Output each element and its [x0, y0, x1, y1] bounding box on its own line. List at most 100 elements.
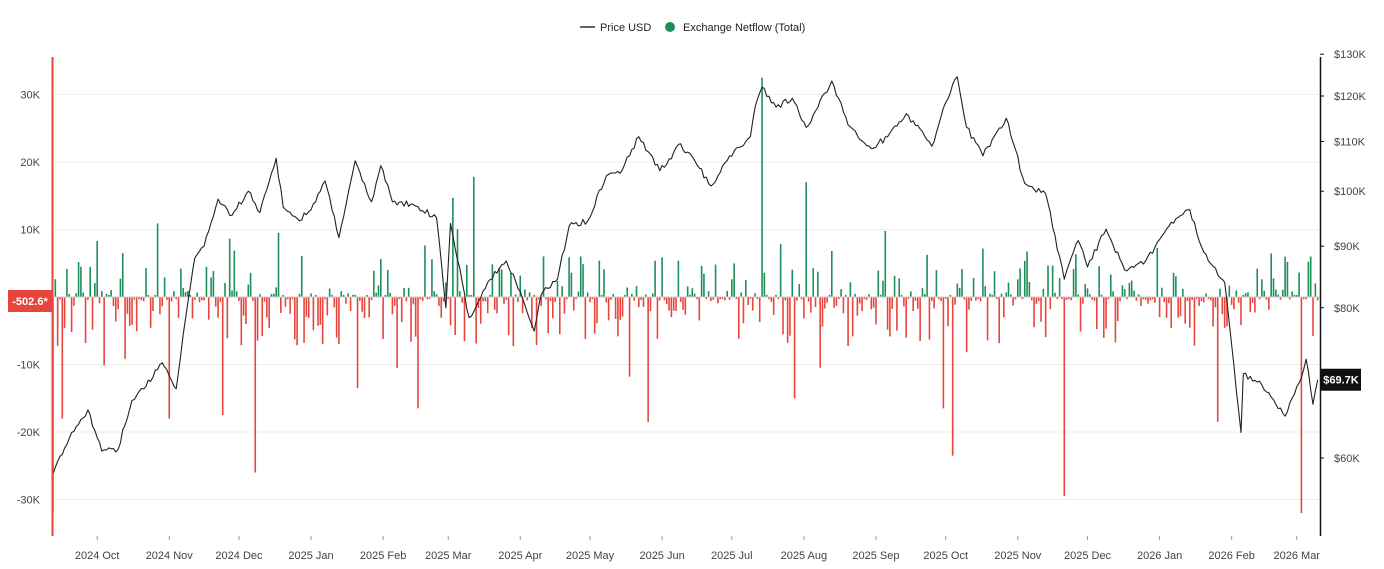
right-tick-label: $80K	[1334, 303, 1360, 315]
outflow-bar	[219, 297, 222, 303]
inflow-bar	[489, 294, 491, 297]
outflow-bar	[170, 297, 173, 302]
outflow-bar	[1030, 297, 1033, 301]
outflow-bar	[312, 297, 315, 331]
outflow-bar	[719, 297, 722, 300]
outflow-bar	[1279, 297, 1282, 300]
inflow-bar	[68, 293, 71, 297]
legend-price-label[interactable]: Price USD	[600, 22, 651, 34]
inflow-bar	[661, 257, 663, 297]
outflow-bar	[1116, 297, 1119, 322]
inflow-bar	[935, 270, 938, 297]
outflow-bar	[1021, 297, 1024, 300]
outflow-bar	[280, 297, 282, 313]
outflow-bar	[814, 297, 817, 307]
inflow-bar	[189, 294, 191, 297]
right-tick-label: $60K	[1334, 453, 1360, 465]
inflow-bar	[923, 294, 926, 297]
outflow-bar	[1288, 297, 1291, 300]
outflow-bar	[912, 297, 914, 312]
outflow-bar	[679, 297, 682, 302]
inflow-bar	[900, 294, 903, 297]
inflow-bar	[898, 278, 901, 297]
inflow-bar	[1175, 276, 1177, 297]
outflow-bar	[454, 297, 456, 335]
x-tick-label: 2025 Sep	[852, 550, 899, 562]
inflow-bar	[1282, 289, 1284, 297]
outflow-bar	[268, 297, 271, 329]
outflow-bar	[965, 297, 968, 353]
inflow-bar	[700, 265, 703, 297]
inflow-bar	[754, 293, 756, 297]
inflow-bar	[389, 292, 391, 297]
outflow-bar	[324, 297, 326, 300]
inflow-bar	[691, 288, 694, 297]
outflow-bar	[547, 297, 549, 334]
outflow-bar	[905, 297, 907, 338]
outflow-bar	[1102, 297, 1105, 338]
legend[interactable]: Price USD Exchange Netflow (Total)	[580, 22, 805, 34]
inflow-bar	[1284, 256, 1286, 297]
left-tick-label: 10K	[20, 225, 40, 237]
inflow-bar	[1133, 290, 1135, 297]
inflow-bar	[993, 271, 996, 297]
outflow-bar	[633, 297, 635, 301]
outflow-bar	[449, 297, 452, 326]
inflow-bar	[868, 294, 870, 297]
inflow-bar	[354, 294, 357, 297]
outflow-bar	[1149, 297, 1152, 301]
outflow-bar	[917, 297, 919, 309]
outflow-bar	[919, 297, 921, 342]
outflow-bar	[61, 297, 64, 419]
outflow-bar	[896, 297, 898, 331]
price-line	[52, 76, 1319, 475]
inflow-bar	[119, 278, 122, 297]
inflow-bar	[1054, 292, 1056, 297]
inflow-bar	[714, 264, 717, 297]
outflow-bar	[133, 297, 136, 300]
inflow-bar	[1261, 279, 1263, 297]
inflow-bar	[1235, 290, 1238, 297]
outflow-bar	[438, 297, 440, 306]
outflow-bar	[370, 297, 373, 300]
inflow-bar	[298, 293, 301, 297]
right-tick-label: $130K	[1334, 49, 1366, 61]
outflow-bar	[842, 297, 845, 314]
outflow-bar	[584, 297, 587, 339]
outflow-bar	[1265, 297, 1268, 300]
inflow-bar	[828, 294, 831, 297]
outflow-bar	[496, 297, 498, 314]
outflow-bar	[979, 297, 982, 302]
legend-netflow-label[interactable]: Exchange Netflow (Total)	[683, 22, 805, 34]
outflow-bar	[1165, 297, 1168, 318]
outflow-bar	[1119, 297, 1121, 302]
outflow-bar	[538, 297, 540, 300]
outflow-bar	[819, 297, 821, 368]
outflow-bar	[419, 297, 422, 300]
inflow-bar	[1077, 294, 1080, 297]
outflow-bar	[461, 297, 463, 303]
outflow-bar	[796, 297, 798, 301]
inflow-bar	[275, 287, 277, 297]
inflow-bar	[949, 294, 952, 297]
outflow-bar	[998, 297, 1000, 344]
inflow-bar	[1293, 294, 1296, 297]
outflow-bar	[1209, 297, 1212, 301]
inflow-bar	[470, 294, 473, 297]
current-price-value: $69.7K	[1323, 375, 1359, 387]
outflow-bar	[103, 297, 105, 366]
outflow-bar	[1186, 297, 1189, 302]
outflow-bar	[1061, 297, 1063, 300]
inflow-bar	[524, 289, 526, 297]
inflow-bar	[1228, 285, 1231, 297]
inflow-bar	[273, 293, 275, 297]
right-tick-label: $90K	[1334, 241, 1360, 253]
outflow-bar	[833, 297, 835, 308]
outflow-bar	[861, 297, 863, 312]
outflow-bar	[410, 297, 412, 342]
inflow-bar	[651, 293, 654, 297]
outflow-bar	[837, 297, 840, 300]
outflow-bar	[768, 297, 770, 300]
outflow-bar	[891, 297, 894, 309]
